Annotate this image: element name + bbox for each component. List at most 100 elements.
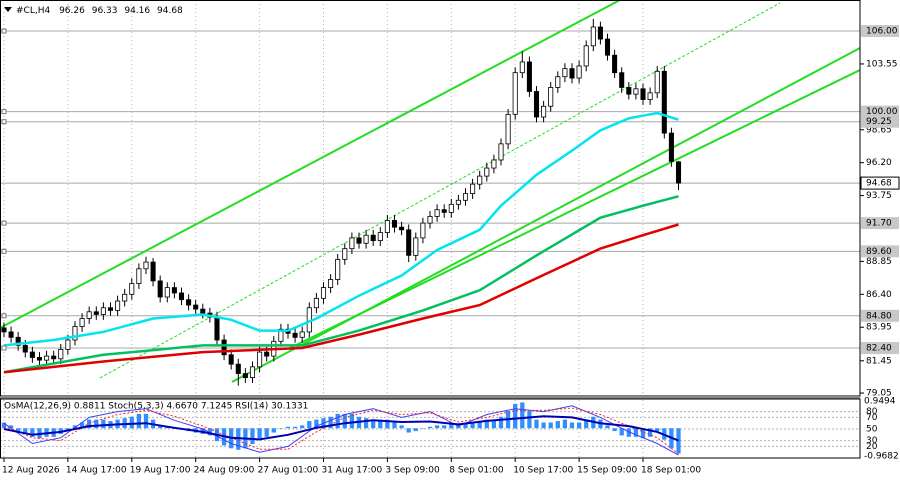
candle-body bbox=[512, 72, 518, 115]
osma-bar bbox=[491, 419, 497, 429]
osma-bar bbox=[285, 426, 291, 429]
osma-bar bbox=[136, 413, 142, 429]
candle-body bbox=[100, 307, 106, 315]
level-label: 84.80 bbox=[866, 311, 892, 321]
candle-body bbox=[36, 357, 43, 361]
candle-body bbox=[640, 88, 646, 100]
candle-body bbox=[335, 258, 341, 280]
candle-body bbox=[72, 326, 78, 341]
candle-body bbox=[448, 203, 454, 213]
level-marker bbox=[1, 28, 7, 34]
level-label: 99.25 bbox=[866, 117, 892, 127]
osma-bar bbox=[520, 402, 525, 429]
osma-bar bbox=[207, 428, 213, 436]
candle-body bbox=[164, 287, 170, 298]
osma-bar bbox=[626, 428, 631, 437]
open-value: 96.26 bbox=[59, 6, 85, 16]
candle-body bbox=[590, 26, 596, 47]
osma-bar bbox=[647, 428, 653, 437]
y-tick-label: 103.55 bbox=[866, 59, 898, 69]
candle-body bbox=[356, 237, 362, 244]
menu-triangle[interactable] bbox=[4, 7, 12, 12]
candle-body bbox=[15, 336, 21, 346]
oscillator-tick-label: -0.9682 bbox=[864, 452, 899, 462]
candle-body bbox=[597, 26, 603, 40]
osma-bar bbox=[30, 428, 35, 437]
level-label: 82.40 bbox=[866, 344, 892, 354]
osma-bar bbox=[314, 419, 319, 429]
candle-body bbox=[193, 304, 199, 310]
osma-bar bbox=[363, 418, 369, 429]
candle-body bbox=[654, 70, 660, 94]
candle-body bbox=[484, 167, 490, 177]
candle-body bbox=[377, 232, 383, 241]
candle-body bbox=[462, 193, 469, 201]
osma-bar bbox=[385, 419, 390, 429]
osma-bar bbox=[79, 422, 85, 429]
osma-bar bbox=[513, 403, 518, 429]
osma-bar bbox=[569, 422, 575, 429]
osma-bar bbox=[562, 419, 568, 429]
osma-bar bbox=[584, 419, 589, 429]
candle-body bbox=[1, 327, 7, 333]
x-tick-label: 31 Aug 17:00 bbox=[321, 466, 382, 476]
osma-bar bbox=[342, 413, 347, 429]
candle-body bbox=[505, 113, 511, 145]
x-tick-label: 27 Aug 01:00 bbox=[258, 466, 319, 476]
osma-bar bbox=[101, 419, 106, 429]
osma-bar bbox=[292, 426, 298, 429]
osma-bar bbox=[498, 416, 504, 429]
trendlines bbox=[0, 0, 860, 383]
candle-body bbox=[434, 209, 440, 217]
candle-body bbox=[626, 87, 632, 95]
candle-body bbox=[661, 70, 667, 134]
osma-bar bbox=[463, 423, 468, 429]
osma-bar bbox=[534, 419, 539, 429]
oscillator-line bbox=[3, 405, 679, 456]
low-value: 94.16 bbox=[124, 6, 150, 16]
osma-bar bbox=[371, 419, 376, 429]
candle-body bbox=[604, 38, 611, 56]
candle-body bbox=[420, 222, 426, 239]
candle-body bbox=[548, 87, 554, 107]
candle-body bbox=[86, 311, 92, 319]
candle-body bbox=[136, 268, 142, 284]
level-label: 106.00 bbox=[866, 27, 898, 37]
candle-body bbox=[526, 61, 532, 92]
y-tick-label: 93.75 bbox=[866, 191, 892, 201]
level-marker bbox=[1, 109, 7, 115]
candle-body bbox=[370, 234, 376, 241]
high-value: 96.33 bbox=[92, 6, 118, 16]
candle-body bbox=[349, 237, 355, 250]
candle-body bbox=[186, 299, 192, 306]
osma-bar bbox=[87, 419, 92, 429]
osma-bar bbox=[278, 428, 284, 429]
candle-body bbox=[320, 287, 327, 299]
moving-average bbox=[3, 111, 679, 347]
osma-bar bbox=[143, 413, 149, 429]
level-marker bbox=[1, 345, 7, 351]
moving-average bbox=[3, 223, 679, 374]
candle-body bbox=[668, 132, 674, 162]
y-tick-label: 96.20 bbox=[866, 158, 892, 168]
osma-bar bbox=[420, 428, 426, 429]
candle-body bbox=[363, 234, 369, 244]
candle-body bbox=[491, 159, 497, 169]
candle-body bbox=[93, 311, 99, 315]
candle-body bbox=[299, 331, 305, 338]
y2-tick-label: 20 bbox=[866, 442, 878, 452]
candle-body bbox=[278, 328, 284, 342]
osma-bar bbox=[477, 421, 482, 429]
osma-bar bbox=[640, 428, 646, 439]
candle-body bbox=[29, 351, 35, 358]
x-tick-label: 19 Aug 17:00 bbox=[130, 466, 191, 476]
osma-bar bbox=[555, 421, 560, 429]
current-price-label: 94.68 bbox=[866, 179, 892, 189]
candle-body bbox=[619, 72, 625, 88]
candle-body bbox=[8, 331, 14, 338]
level-label: 91.70 bbox=[866, 219, 892, 229]
osma-bar bbox=[158, 425, 163, 429]
candle-body bbox=[647, 92, 653, 100]
candle-body bbox=[441, 209, 447, 213]
